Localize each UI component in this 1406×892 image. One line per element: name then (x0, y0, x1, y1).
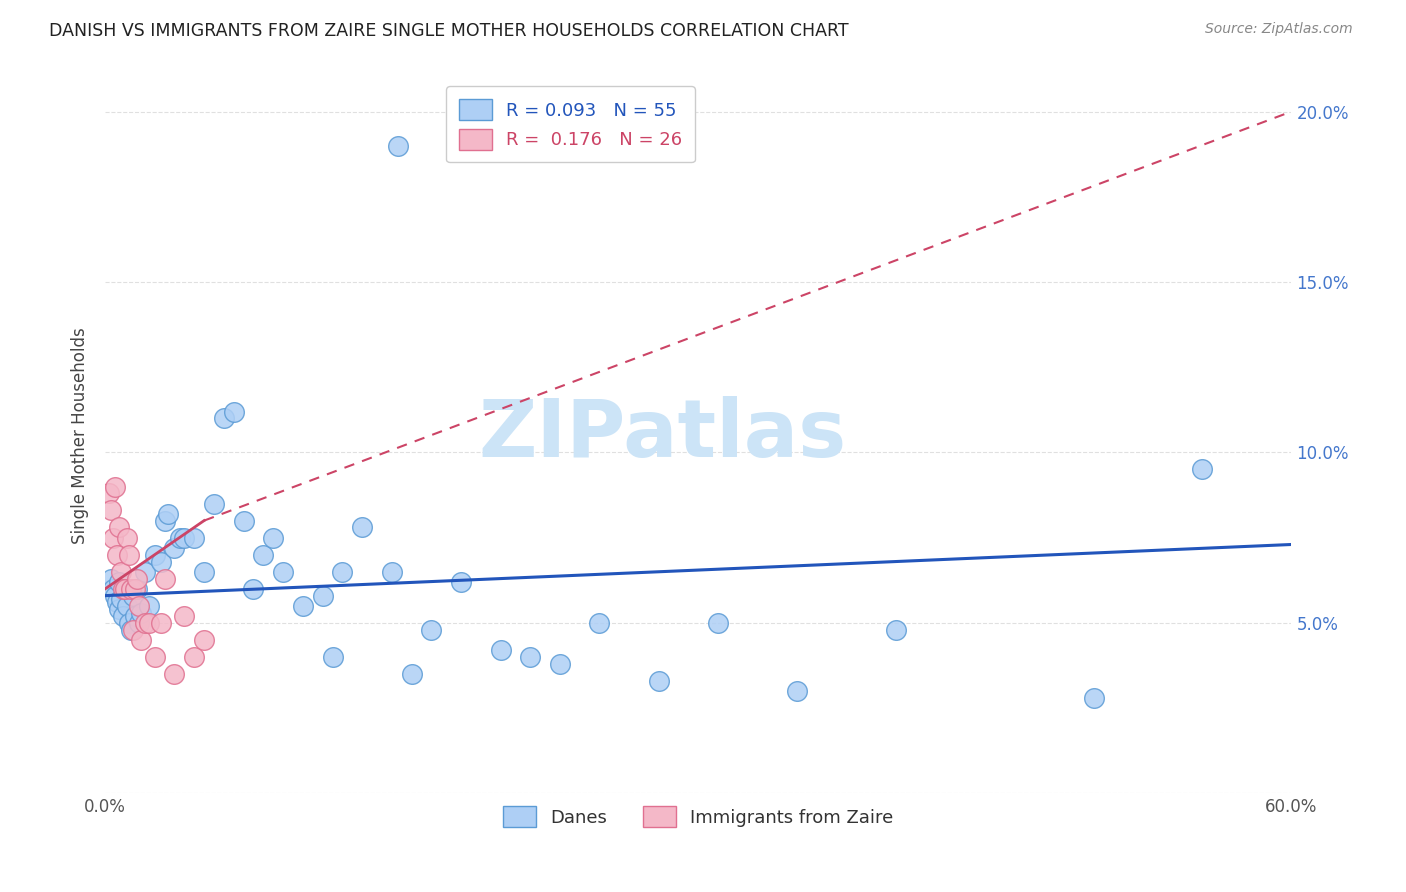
Point (153, 572, 176, 586)
Point (291, 599, 314, 613)
Point (108, 520, 131, 534)
Point (588, 615, 610, 630)
Point (387, 138, 409, 153)
Point (100, 503, 122, 517)
Point (242, 582, 264, 596)
Point (252, 548, 274, 562)
Point (129, 632, 152, 647)
Point (124, 582, 146, 596)
Point (114, 582, 136, 596)
Point (489, 643, 512, 657)
Point (122, 589, 145, 603)
Point (100, 572, 122, 586)
Point (312, 589, 335, 603)
Point (138, 599, 160, 613)
Point (173, 531, 195, 545)
Point (381, 565, 404, 579)
Point (122, 623, 145, 637)
Point (183, 650, 205, 665)
Point (118, 615, 141, 630)
Point (111, 582, 134, 596)
Point (332, 565, 354, 579)
Point (118, 548, 141, 562)
Point (222, 404, 245, 418)
Point (125, 572, 148, 586)
Point (193, 632, 215, 647)
Point (143, 548, 166, 562)
Text: DANISH VS IMMIGRANTS FROM ZAIRE SINGLE MOTHER HOUSEHOLDS CORRELATION CHART: DANISH VS IMMIGRANTS FROM ZAIRE SINGLE M… (49, 22, 849, 40)
Point (786, 684, 808, 698)
Point (163, 667, 186, 681)
Point (548, 657, 571, 671)
Point (105, 548, 128, 562)
Point (128, 599, 150, 613)
Point (450, 574, 472, 589)
Point (129, 606, 152, 620)
Point (401, 667, 423, 681)
Point (104, 479, 127, 493)
Point (519, 650, 541, 665)
Point (262, 531, 284, 545)
Point (173, 609, 195, 624)
Point (352, 520, 374, 534)
Point (108, 574, 131, 589)
Point (124, 609, 146, 624)
Text: Source: ZipAtlas.com: Source: ZipAtlas.com (1205, 22, 1353, 37)
Point (114, 582, 136, 596)
Point (125, 582, 148, 596)
Point (149, 615, 172, 630)
Point (104, 589, 127, 603)
Point (115, 531, 138, 545)
Legend: Danes, Immigrants from Zaire: Danes, Immigrants from Zaire (496, 799, 901, 834)
Point (648, 673, 671, 688)
Point (108, 602, 131, 616)
Point (110, 565, 132, 579)
Point (163, 541, 186, 555)
Point (134, 565, 156, 579)
Point (105, 595, 128, 609)
Point (134, 615, 156, 630)
Point (232, 514, 254, 528)
Point (1083, 690, 1105, 705)
Point (128, 615, 150, 630)
Point (143, 650, 166, 665)
Point (153, 514, 176, 528)
Point (202, 497, 225, 511)
Point (212, 411, 235, 425)
Point (138, 615, 160, 630)
Point (157, 507, 180, 521)
Point (169, 531, 191, 545)
Point (101, 531, 124, 545)
Point (115, 599, 138, 613)
Point (98, 486, 121, 500)
Point (420, 623, 443, 637)
Point (101, 582, 124, 596)
Point (149, 555, 172, 569)
Point (110, 592, 132, 607)
Point (120, 582, 142, 596)
Point (111, 609, 134, 624)
Point (183, 531, 205, 545)
Point (707, 615, 730, 630)
Point (271, 565, 294, 579)
Point (1191, 462, 1213, 476)
Point (322, 650, 344, 665)
Point (120, 623, 142, 637)
Point (884, 623, 907, 637)
Y-axis label: Single Mother Households: Single Mother Households (72, 327, 89, 544)
Point (193, 565, 215, 579)
Text: ZIPatlas: ZIPatlas (478, 396, 846, 475)
